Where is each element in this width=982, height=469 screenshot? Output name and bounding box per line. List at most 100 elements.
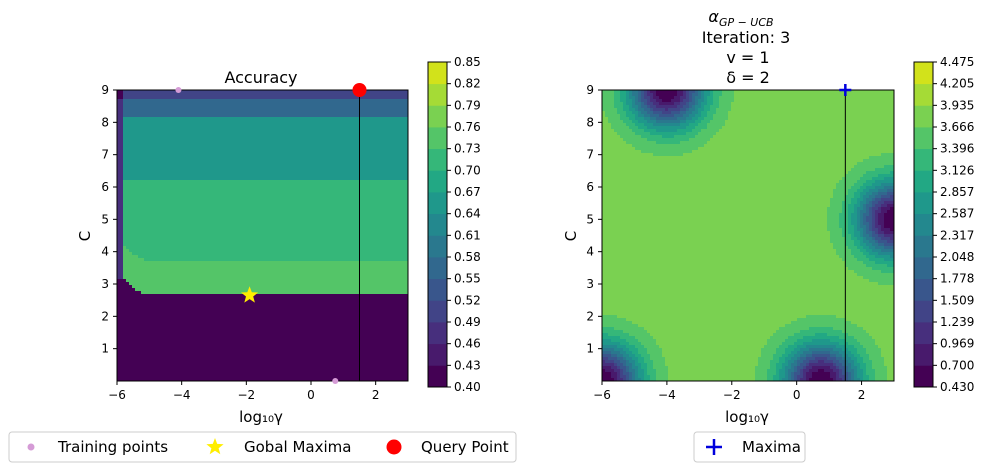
contour-cell bbox=[171, 189, 175, 193]
contour-cell bbox=[387, 153, 391, 157]
contour-cell bbox=[381, 141, 385, 145]
contour-cell bbox=[300, 138, 304, 142]
contour-cell bbox=[240, 192, 244, 196]
accuracy-contour bbox=[117, 90, 408, 381]
contour-cell bbox=[300, 210, 304, 214]
contour-cell bbox=[330, 117, 334, 121]
contour-cell bbox=[300, 177, 304, 181]
contour-cell bbox=[348, 90, 352, 94]
contour-cell bbox=[174, 201, 178, 205]
contour-cell bbox=[117, 225, 121, 229]
contour-cell bbox=[189, 228, 193, 232]
contour-cell bbox=[156, 225, 160, 229]
contour-cell bbox=[180, 168, 184, 172]
contour-cell bbox=[351, 102, 355, 106]
contour-cell bbox=[342, 93, 346, 97]
contour-cell bbox=[357, 102, 361, 106]
contour-cell bbox=[363, 135, 367, 139]
contour-cell bbox=[255, 129, 259, 133]
contour-cell bbox=[351, 177, 355, 181]
contour-cell bbox=[189, 111, 193, 115]
contour-cell bbox=[363, 240, 367, 244]
contour-cell bbox=[210, 114, 214, 118]
contour-cell bbox=[390, 204, 394, 208]
contour-cell bbox=[375, 168, 379, 172]
contour-cell bbox=[402, 240, 406, 244]
contour-cell bbox=[345, 222, 349, 226]
contour-cell bbox=[402, 216, 406, 220]
contour-cell bbox=[405, 144, 408, 148]
contour-cell bbox=[363, 195, 367, 199]
contour-cell bbox=[258, 186, 262, 190]
contour-cell bbox=[132, 243, 136, 247]
contour-cell bbox=[117, 123, 121, 127]
contour-cell bbox=[357, 126, 361, 130]
contour-cell bbox=[288, 156, 292, 160]
contour-cell bbox=[129, 99, 133, 103]
contour-cell bbox=[150, 195, 154, 199]
contour-cell bbox=[333, 147, 337, 151]
contour-cell bbox=[369, 153, 373, 157]
contour-cell bbox=[183, 90, 187, 94]
contour-cell bbox=[288, 135, 292, 139]
contour-cell bbox=[363, 207, 367, 211]
contour-cell bbox=[297, 237, 301, 241]
contour-cell bbox=[237, 123, 241, 127]
contour-cell bbox=[324, 228, 328, 232]
contour-cell bbox=[354, 102, 358, 106]
contour-cell bbox=[396, 219, 400, 223]
contour-cell bbox=[294, 225, 298, 229]
contour-cell bbox=[354, 129, 358, 133]
contour-cell bbox=[381, 132, 385, 136]
contour-cell bbox=[186, 123, 190, 127]
contour-cell bbox=[402, 213, 406, 217]
contour-cell bbox=[153, 198, 157, 202]
contour-cell bbox=[288, 99, 292, 103]
contour-cell bbox=[216, 117, 220, 121]
contour-cell bbox=[378, 222, 382, 226]
contour-cell bbox=[189, 183, 193, 187]
contour-cell bbox=[123, 150, 127, 154]
contour-cell bbox=[126, 177, 130, 181]
contour-cell bbox=[372, 141, 376, 145]
contour-cell bbox=[366, 123, 370, 127]
contour-cell bbox=[123, 189, 127, 193]
contour-cell bbox=[168, 144, 172, 148]
contour-cell bbox=[264, 216, 268, 220]
contour-cell bbox=[246, 138, 250, 142]
contour-cell bbox=[309, 117, 313, 121]
contour-cell bbox=[288, 150, 292, 154]
contour-cell bbox=[174, 162, 178, 166]
contour-cell bbox=[135, 96, 139, 100]
contour-cell bbox=[369, 183, 373, 187]
contour-cell bbox=[285, 108, 289, 112]
contour-cell bbox=[267, 129, 271, 133]
contour-cell bbox=[333, 153, 337, 157]
contour-cell bbox=[201, 213, 205, 217]
contour-cell bbox=[402, 195, 406, 199]
contour-cell bbox=[249, 240, 253, 244]
contour-cell bbox=[177, 186, 181, 190]
contour-cell bbox=[345, 180, 349, 184]
contour-cell bbox=[180, 225, 184, 229]
contour-cell bbox=[144, 159, 148, 163]
contour-cell bbox=[228, 129, 232, 133]
contour-cell bbox=[231, 129, 235, 133]
contour-cell bbox=[396, 228, 400, 232]
contour-cell bbox=[384, 225, 388, 229]
contour-cell bbox=[387, 207, 391, 211]
contour-cell bbox=[270, 174, 274, 178]
contour-cell bbox=[165, 153, 169, 157]
contour-cell bbox=[279, 210, 283, 214]
contour-cell bbox=[234, 183, 238, 187]
contour-cell bbox=[273, 225, 277, 229]
contour-cell bbox=[276, 102, 280, 106]
contour-cell bbox=[402, 156, 406, 160]
contour-cell bbox=[393, 240, 397, 244]
contour-cell bbox=[207, 159, 211, 163]
contour-cell bbox=[288, 144, 292, 148]
contour-cell bbox=[336, 180, 340, 184]
contour-cell bbox=[306, 165, 310, 169]
contour-cell bbox=[162, 129, 166, 133]
contour-cell bbox=[375, 153, 379, 157]
